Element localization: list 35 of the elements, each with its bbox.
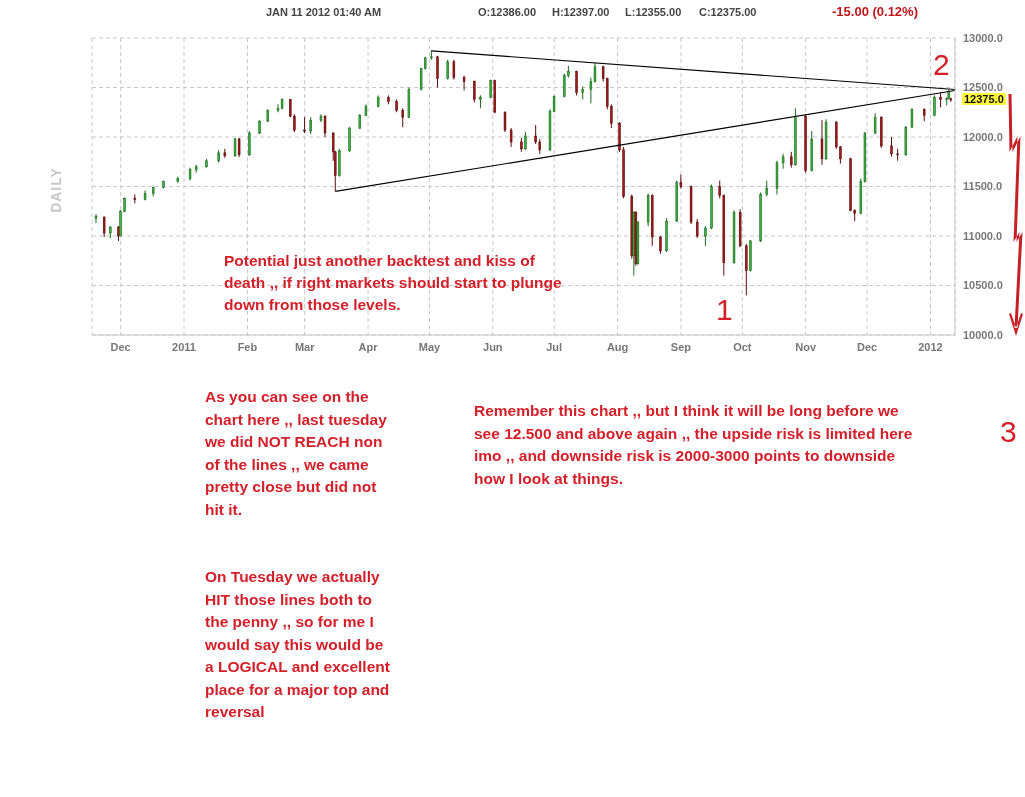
y-tick-label: 11500.0 xyxy=(963,180,1003,193)
x-tick-label: Jun xyxy=(483,340,503,353)
y-tick-label: 10500.0 xyxy=(963,279,1003,292)
text: -15.00 (0.12%) xyxy=(832,4,918,19)
text: 12375.0 xyxy=(962,93,1006,105)
x-tick-label: 2012 xyxy=(918,340,943,353)
x-tick-label: Jul xyxy=(546,340,563,353)
x-tick-label: Sep xyxy=(670,340,692,353)
text: H:12397.00 xyxy=(552,6,610,18)
text: C:12375.00 xyxy=(699,6,757,18)
y-tick-label: 11000.0 xyxy=(963,229,1003,242)
x-tick-label: May xyxy=(418,340,442,353)
y-tick-label: 13000.0 xyxy=(963,31,1003,44)
x-tick-label: Mar xyxy=(294,340,316,353)
y-tick-label: 12000.0 xyxy=(963,130,1003,143)
text: Remember this chart ,, but I think it will be long before we see 12.500 and above again ,, the upside risk is limited here imo ,, and downside risk is 2000-3000 points to downside how I look at things. xyxy=(474,401,914,489)
text: 3 xyxy=(1000,415,1017,449)
text: L:12355.00 xyxy=(625,6,682,18)
annotation: Potential just another backtest and kiss of death ,, if right markets should start to plunge down from those levels. xyxy=(224,251,563,315)
x-tick-label: Aug xyxy=(606,340,629,353)
x-tick-label: Oct xyxy=(733,340,752,353)
annotation: 2 xyxy=(933,48,950,82)
x-tick-label: Nov xyxy=(795,340,817,353)
y-tick-label: 10000.0 xyxy=(963,328,1003,341)
text: On Tuesday we actually HIT those lines both to the penny ,, so for me I would say this would be a LOGICAL and excellent place for a major top and reversal xyxy=(205,567,391,722)
text: O:12386.00 xyxy=(478,6,537,18)
x-tick-label: Dec xyxy=(856,340,878,353)
annotation: 1 xyxy=(716,293,733,327)
x-tick-label: Apr xyxy=(358,340,379,353)
x-tick-label: Dec xyxy=(110,340,131,353)
text: As you can see on the chart here ,, last tuesday we did NOT REACH non of the lines ,, we came pretty close but did not hit it. xyxy=(205,387,388,520)
text: JAN 11 2012 01:40 AM xyxy=(266,6,382,18)
x-tick-label: 2011 xyxy=(172,340,196,353)
x-tick-label: Feb xyxy=(237,340,258,353)
y-tick-label: 12500.0 xyxy=(963,81,1003,94)
